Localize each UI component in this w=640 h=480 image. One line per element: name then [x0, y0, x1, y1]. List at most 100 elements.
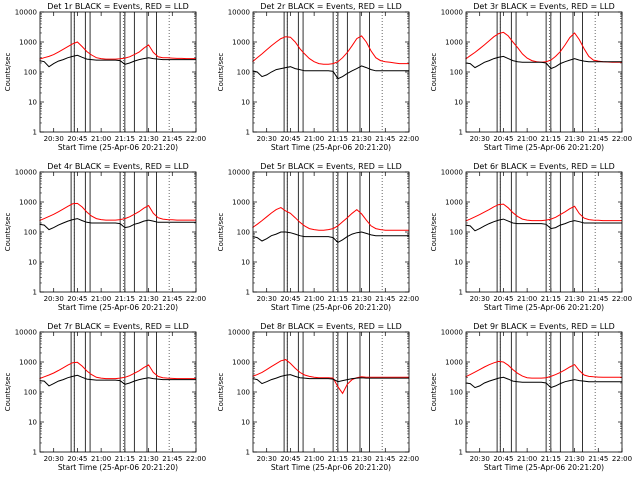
series-line-black	[465, 218, 622, 232]
x-axis-label: Start Time (25-Apr-06 20:21:20)	[484, 143, 604, 152]
y-tick-label: 10000	[441, 169, 463, 177]
y-tick-label: 1	[246, 129, 250, 137]
x-tick-label: 20:45	[280, 295, 300, 303]
y-tick-label: 1	[459, 289, 463, 297]
x-tick-label: 21:15	[328, 135, 348, 143]
x-tick-label: 22:00	[186, 455, 206, 463]
y-tick-label: 1	[246, 449, 250, 457]
y-tick-label: 1	[33, 129, 37, 137]
y-tick-label: 10000	[228, 329, 250, 337]
x-tick-label: 22:00	[612, 455, 632, 463]
x-tick-label: 21:30	[138, 295, 158, 303]
panel-4: Det 4r BLACK = Events, RED = LLD Counts/s…	[4, 162, 206, 312]
series-line-red	[252, 359, 409, 395]
panel-3: Det 3r BLACK = Events, RED = LLD Counts/s…	[430, 2, 632, 152]
x-tick-label: 21:00	[517, 455, 537, 463]
x-tick-label: 21:45	[162, 135, 182, 143]
plot-frame	[465, 331, 623, 453]
y-axis-label: Counts/sec	[430, 53, 438, 92]
x-tick-label: 21:00	[304, 135, 324, 143]
y-axis-label: Counts/sec	[4, 213, 12, 252]
x-tick-label: 21:30	[351, 295, 371, 303]
x-tick-label: 20:30	[470, 295, 490, 303]
x-tick-label: 21:15	[541, 295, 561, 303]
y-tick-label: 1000	[19, 199, 37, 207]
x-tick-label: 22:00	[399, 295, 419, 303]
panel-title: Det 6r BLACK = Events, RED = LLD	[473, 162, 615, 171]
y-tick-label: 10000	[441, 9, 463, 17]
series-line-red	[39, 202, 196, 222]
plot-frame	[465, 171, 623, 293]
x-tick-label: 21:30	[138, 455, 158, 463]
x-tick-label: 21:45	[375, 135, 395, 143]
x-tick-label: 21:30	[351, 135, 371, 143]
series-line-black	[39, 54, 196, 68]
x-tick-label: 20:30	[44, 455, 64, 463]
y-axis-label: Counts/sec	[430, 213, 438, 252]
x-axis-label: Start Time (25-Apr-06 20:21:20)	[271, 463, 391, 472]
x-tick-label: 20:45	[280, 455, 300, 463]
plot-frame	[39, 171, 197, 293]
x-tick-label: 20:45	[67, 295, 87, 303]
series-line-red	[465, 203, 622, 222]
y-tick-label: 10000	[228, 169, 250, 177]
x-tick-label: 21:45	[375, 455, 395, 463]
y-axis-label: Counts/sec	[217, 373, 225, 412]
x-tick-label: 21:45	[162, 295, 182, 303]
x-tick-label: 20:30	[257, 295, 277, 303]
x-axis-label: Start Time (25-Apr-06 20:21:20)	[58, 463, 178, 472]
x-tick-label: 22:00	[612, 295, 632, 303]
panel-5: Det 5r BLACK = Events, RED = LLD Counts/s…	[217, 162, 419, 312]
x-tick-label: 21:00	[304, 295, 324, 303]
y-tick-label: 10000	[441, 329, 463, 337]
x-tick-label: 21:00	[91, 295, 111, 303]
x-tick-label: 21:45	[588, 455, 608, 463]
series-line-black	[252, 374, 409, 385]
x-tick-label: 21:30	[351, 455, 371, 463]
y-tick-label: 100	[237, 229, 250, 237]
plot-frame	[252, 171, 410, 293]
plot-frame	[252, 331, 410, 453]
series-line-black	[252, 65, 409, 80]
x-tick-label: 20:30	[44, 295, 64, 303]
plot-frame	[39, 331, 197, 453]
y-tick-label: 1	[33, 289, 37, 297]
x-tick-label: 21:15	[541, 455, 561, 463]
x-tick-label: 20:30	[470, 135, 490, 143]
y-tick-label: 100	[450, 69, 463, 77]
y-tick-label: 10000	[15, 9, 37, 17]
y-tick-label: 10	[28, 419, 37, 427]
x-tick-label: 20:30	[44, 135, 64, 143]
series-line-red	[39, 361, 196, 380]
plot-frame	[465, 11, 623, 133]
y-axis-label: Counts/sec	[4, 373, 12, 412]
panel-title: Det 1r BLACK = Events, RED = LLD	[47, 2, 189, 11]
y-tick-label: 10	[28, 99, 37, 107]
x-tick-label: 21:15	[328, 295, 348, 303]
x-axis-label: Start Time (25-Apr-06 20:21:20)	[58, 303, 178, 312]
y-axis-label: Counts/sec	[217, 53, 225, 92]
panel-9: Det 9r BLACK = Events, RED = LLD Counts/s…	[430, 322, 632, 472]
y-tick-label: 10	[241, 99, 250, 107]
y-tick-label: 10	[454, 259, 463, 267]
x-tick-label: 21:30	[138, 135, 158, 143]
x-tick-label: 21:15	[115, 295, 135, 303]
y-tick-label: 10	[28, 259, 37, 267]
panel-title: Det 3r BLACK = Events, RED = LLD	[473, 2, 615, 11]
panel-2: Det 2r BLACK = Events, RED = LLD Counts/s…	[217, 2, 419, 152]
x-tick-label: 21:15	[115, 135, 135, 143]
panel-6: Det 6r BLACK = Events, RED = LLD Counts/s…	[430, 162, 632, 312]
x-tick-label: 21:30	[564, 135, 584, 143]
y-tick-label: 1000	[19, 359, 37, 367]
x-tick-label: 20:45	[280, 135, 300, 143]
x-tick-label: 20:45	[67, 135, 87, 143]
plot-frame	[252, 11, 410, 133]
x-tick-label: 21:45	[588, 135, 608, 143]
series-line-black	[465, 55, 622, 70]
x-axis-label: Start Time (25-Apr-06 20:21:20)	[484, 463, 604, 472]
y-axis-label: Counts/sec	[4, 53, 12, 92]
panel-title: Det 2r BLACK = Events, RED = LLD	[260, 2, 402, 11]
y-tick-label: 1000	[445, 39, 463, 47]
series-line-red	[465, 360, 622, 379]
